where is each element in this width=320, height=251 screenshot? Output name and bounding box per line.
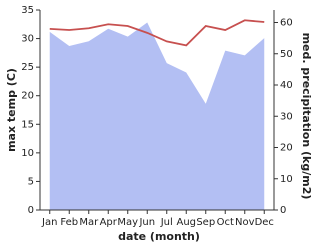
x-tick-label: Sep [196,217,215,228]
x-tick-label: Jul [160,217,173,228]
y2-tick-label: 30 [280,111,293,122]
y2-tick-label: 10 [280,174,293,185]
y2-tick-label: 50 [280,49,293,60]
x-tick-label: Jun [138,217,155,228]
x-tick-label: May [117,217,138,228]
x-tick-label: Jan [41,217,57,228]
y2-tick-label: 20 [280,143,293,154]
y-tick-label: 0 [28,205,34,216]
y-tick-label: 10 [21,148,34,159]
temperature-line [49,19,265,47]
x-tick-label: Nov [235,217,255,228]
x-tick-label: Apr [100,217,118,228]
precipitation-area [49,22,265,210]
y2-tick-label: 0 [280,205,286,216]
y-tick-label: 5 [28,176,34,187]
x-tick-label: Aug [176,217,196,228]
x-tick-label: Dec [255,217,274,228]
chart: date (month) max temp (C) med. precipita… [5,5,313,243]
y-tick-label: 25 [21,62,34,73]
y-tick-label: 30 [21,34,34,45]
y2-tick-label: 60 [280,18,293,29]
y-tick-label: 35 [21,5,34,16]
y-tick-label: 20 [21,91,34,102]
y2-tick-label: 40 [280,80,293,91]
y-axis-label: max temp (C) [5,68,18,152]
x-tick-label: Mar [79,217,99,228]
y-tick-label: 15 [21,119,34,130]
x-tick-label: Feb [60,217,78,228]
x-axis-label: date (month) [118,230,200,243]
y2-axis-label: med. precipitation (kg/m2) [300,33,313,200]
x-tick-label: Oct [217,217,234,228]
